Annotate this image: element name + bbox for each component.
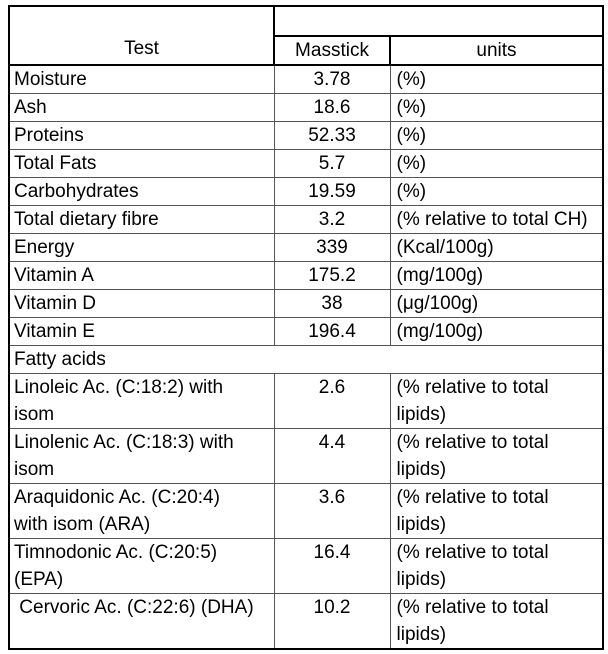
units-cell: (% relative to total lipids) [389,538,604,594]
value-cell: 3.6 [273,483,391,539]
test-cell: Timnodonic Ac. (C:20:5) (EPA) [8,538,275,594]
units-cell: (mg/100g) [389,261,604,290]
test-cell: Total Fats [8,149,275,178]
test-cell: Cervoric Ac. (C:22:6) (DHA) [8,593,275,650]
header-empty-cell [273,5,604,37]
units-cell: (mg/100g) [389,317,604,346]
test-cell: Carbohydrates [8,177,275,206]
test-cell: Proteins [8,121,275,150]
test-cell: Energy [8,233,275,262]
test-cell: Ash [8,93,275,122]
table-row: Total dietary fibre 3.2 (% relative to t… [8,205,604,234]
header-row-top: Test [8,5,604,66]
value-cell: 339 [273,233,391,262]
header-row-bottom: Masstick units [9,35,604,66]
value-cell: 38 [273,289,391,318]
units-cell: (%) [389,64,604,94]
table-row: Linoleic Ac. (C:18:2) with isom 2.6 (% r… [8,373,604,429]
column-header-masstick: Masstick [273,35,391,66]
units-cell: (% relative to total lipids) [389,428,604,484]
value-cell: 19.59 [273,177,391,206]
column-header-test: Test [8,5,275,66]
value-cell: 3.78 [273,64,391,94]
value-cell: 4.4 [273,428,391,484]
test-cell: Linoleic Ac. (C:18:2) with isom [8,373,275,429]
section-label: Fatty acids [8,345,604,374]
units-cell: (% relative to total lipids) [389,483,604,539]
table-row: Moisture 3.78 (%) [8,64,604,94]
units-cell: (%) [389,177,604,206]
column-header-units: units [389,35,604,66]
value-cell: 175.2 [273,261,391,290]
table-row: Timnodonic Ac. (C:20:5) (EPA) 16.4 (% re… [8,538,604,594]
units-cell: (μg/100g) [389,289,604,318]
value-cell: 196.4 [273,317,391,346]
table-row: Vitamin E 196.4 (mg/100g) [8,317,604,346]
table-row: Vitamin D 38 (μg/100g) [8,289,604,318]
value-cell: 10.2 [273,593,391,650]
table-row: Carbohydrates 19.59 (%) [8,177,604,206]
table-row: Total Fats 5.7 (%) [8,149,604,178]
table-row: Energy 339 (Kcal/100g) [8,233,604,262]
test-cell: Linolenic Ac. (C:18:3) with isom [8,428,275,484]
test-cell: Vitamin E [8,317,275,346]
value-cell: 16.4 [273,538,391,594]
units-cell: (%) [389,121,604,150]
units-cell: (%) [389,93,604,122]
table-row: Proteins 52.33 (%) [8,121,604,150]
test-cell: Vitamin D [8,289,275,318]
test-cell: Moisture [8,64,275,94]
test-cell: Total dietary fibre [8,205,275,234]
test-cell: Vitamin A [8,261,275,290]
value-cell: 2.6 [273,373,391,429]
table-row: Araquidonic Ac. (C:20:4) with isom (ARA)… [8,483,604,539]
value-cell: 52.33 [273,121,391,150]
value-cell: 5.7 [273,149,391,178]
section-row-fatty-acids: Fatty acids [8,345,604,374]
units-cell: (% relative to total lipids) [389,373,604,429]
table-row: Ash 18.6 (%) [8,93,604,122]
test-cell: Araquidonic Ac. (C:20:4) with isom (ARA) [8,483,275,539]
value-cell: 3.2 [273,205,391,234]
units-cell: (% relative to total CH) [389,205,604,234]
units-cell: (Kcal/100g) [389,233,604,262]
units-cell: (% relative to total lipids) [389,593,604,650]
units-cell: (%) [389,149,604,178]
table-row: Cervoric Ac. (C:22:6) (DHA) 10.2 (% rela… [8,593,604,650]
table-row: Vitamin A 175.2 (mg/100g) [8,261,604,290]
value-cell: 18.6 [273,93,391,122]
table-row: Linolenic Ac. (C:18:3) with isom 4.4 (% … [8,428,604,484]
nutrition-table: Test Masstick units Moisture 3.78 (%) As… [8,5,604,650]
